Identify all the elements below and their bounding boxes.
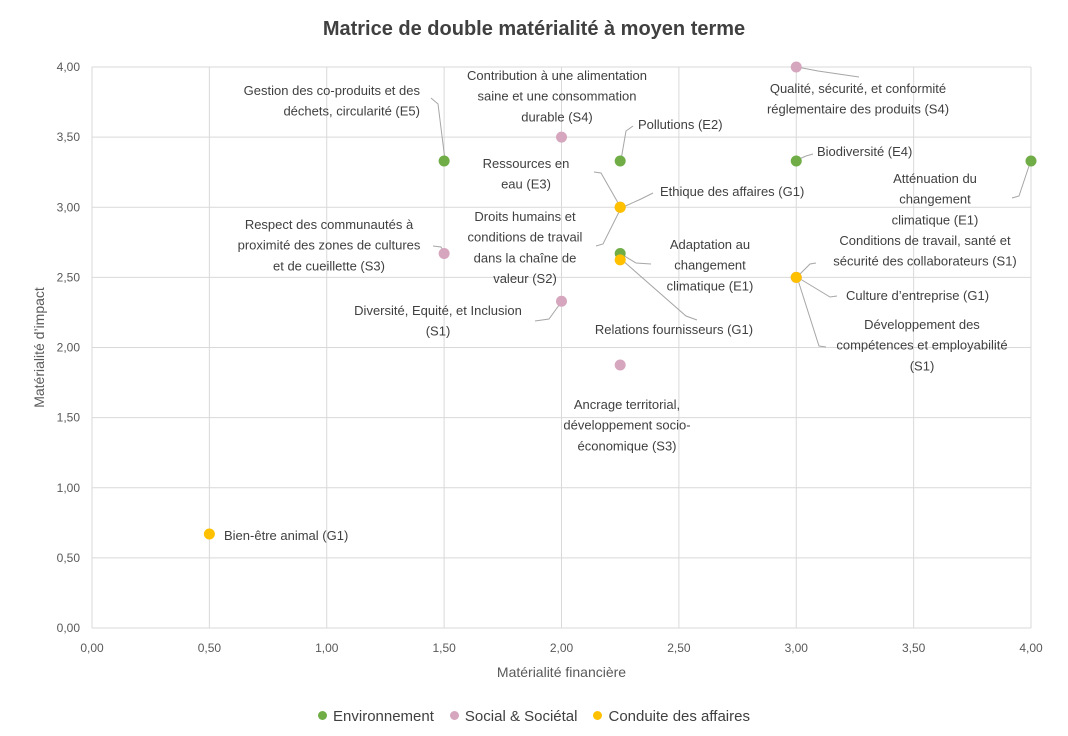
x-tick-label: 3,00 [785, 641, 809, 655]
y-tick-label: 2,00 [57, 341, 81, 355]
data-label: Ethique des affaires (G1) [660, 184, 804, 199]
data-label: Culture d’entreprise (G1) [846, 288, 989, 303]
data-point [614, 201, 626, 213]
chart-legend: Environnement Social & Sociétal Conduite d… [0, 708, 1068, 725]
legend-item: Environnement [318, 708, 434, 725]
y-tick-label: 1,00 [57, 481, 81, 495]
data-point [790, 61, 802, 73]
legend-item: Social & Sociétal [449, 708, 578, 725]
data-label: Atténuation du changement climatique (E1) [892, 171, 979, 227]
x-tick-label: 0,00 [80, 641, 104, 655]
data-point [790, 155, 802, 167]
x-tick-label: 0,50 [198, 641, 222, 655]
y-tick-label: 3,00 [57, 200, 81, 214]
x-tick-label: 1,00 [315, 641, 339, 655]
y-axis-title: Matérialité d’impact [31, 287, 47, 408]
data-label: Ancrage territorial, développement socio-… [563, 397, 690, 453]
leader-line [620, 125, 634, 161]
leader-line [595, 207, 622, 247]
x-tick-label: 4,00 [1019, 641, 1043, 655]
leader-line [620, 258, 698, 321]
x-tick-label: 1,50 [432, 641, 456, 655]
chart-title: Matrice de double matérialité à moyen te… [322, 18, 746, 40]
data-label: Qualité, sécurité, et conformité réglemen… [767, 81, 949, 117]
data-label: Conditions de travail, santé et sécurité … [833, 233, 1017, 269]
leader-line [620, 192, 654, 209]
legend-marker [449, 711, 459, 720]
data-label: Gestion des co-produits et des déchets, c… [244, 83, 421, 119]
data-point [438, 155, 450, 167]
y-tick-label: 3,50 [57, 130, 81, 144]
data-label: Contribution à une alimentation saine et … [467, 68, 647, 124]
data-label: Adaptation au changement climatique (E1) [667, 237, 754, 293]
leader-line [796, 276, 827, 348]
data-label: Droits humains et conditions de travail da… [468, 209, 583, 286]
leader-line [796, 262, 817, 278]
legend-label: Conduite des affaires [608, 708, 750, 725]
data-label: Développement des compétences et employab… [836, 317, 1007, 373]
x-axis-title: Matérialité financière [497, 664, 626, 680]
data-label: Biodiversité (E4) [817, 144, 912, 159]
leader-line [534, 300, 563, 322]
scatter-plot: 0,00 0,50 1,00 1,50 2,00 2,50 3,00 3,50 4,00 0,00… [31, 60, 1043, 680]
leader-line [796, 66, 860, 78]
y-tick-label: 0,00 [57, 621, 81, 635]
legend-label: Social & Sociétal [464, 708, 578, 725]
leader-line [620, 253, 652, 265]
x-tick-label: 2,00 [550, 641, 574, 655]
data-point [438, 248, 450, 260]
y-tick-label: 1,50 [57, 411, 81, 425]
y-tick-label: 2,50 [57, 270, 81, 284]
data-point [790, 271, 802, 283]
data-label: Respect des communautés à proximité des z… [238, 217, 421, 273]
legend-marker [593, 711, 603, 720]
data-label: Pollutions (E2) [638, 117, 723, 132]
legend-marker [318, 711, 328, 720]
x-tick-label: 2,50 [667, 641, 691, 655]
leader-line [430, 97, 446, 161]
legend-label: Environnement [333, 708, 434, 725]
data-label: Relations fournisseurs (G1) [595, 322, 753, 337]
legend-item: Conduite des affaires [593, 708, 750, 725]
data-point [556, 295, 567, 307]
data-point [203, 528, 215, 540]
data-label: Ressources en eau (E3) [483, 156, 570, 192]
data-point [614, 155, 626, 167]
data-point [614, 254, 626, 266]
data-label: Diversité, Equité, et Inclusion (S1) [354, 303, 522, 339]
y-tick-label: 0,50 [57, 551, 81, 565]
leader-line [796, 276, 838, 298]
data-point [556, 131, 567, 143]
leader-line [1011, 159, 1032, 199]
y-tick-label: 4,00 [57, 60, 81, 74]
leader-line [593, 171, 622, 209]
data-point [614, 359, 626, 371]
data-point [1025, 155, 1037, 167]
data-label: Bien-être animal (G1) [224, 528, 348, 543]
x-tick-label: 3,50 [902, 641, 926, 655]
